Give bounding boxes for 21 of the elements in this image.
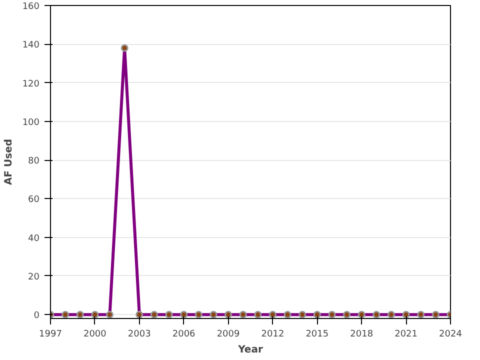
y-tick-label: 60 — [28, 195, 40, 206]
y-tick-label: 20 — [28, 272, 40, 282]
x-tick-label: 1997 — [39, 330, 62, 340]
x-tick-label: 2021 — [394, 330, 418, 340]
x-tick-label: 2003 — [128, 330, 151, 340]
x-tick-label: 2015 — [306, 330, 329, 340]
y-tick-label: 160 — [22, 2, 40, 12]
x-tick-label: 2024 — [439, 330, 462, 340]
y-tick-label: 40 — [28, 234, 40, 244]
x-tick-label: 2000 — [83, 330, 107, 340]
x-tick-label: 2009 — [216, 330, 240, 340]
y-tick-label: 120 — [22, 79, 40, 90]
y-axis-title: AF Used — [3, 138, 14, 186]
x-tick-label: 2006 — [172, 330, 196, 340]
x-axis-title: Year — [237, 344, 263, 356]
y-tick-label: 80 — [28, 156, 40, 167]
x-tick-label: 2012 — [261, 330, 284, 340]
y-tick-label: 0 — [34, 311, 40, 322]
y-tick-label: 100 — [22, 118, 40, 128]
x-tick-label: 2018 — [350, 330, 374, 340]
y-tick-label: 140 — [22, 40, 40, 51]
